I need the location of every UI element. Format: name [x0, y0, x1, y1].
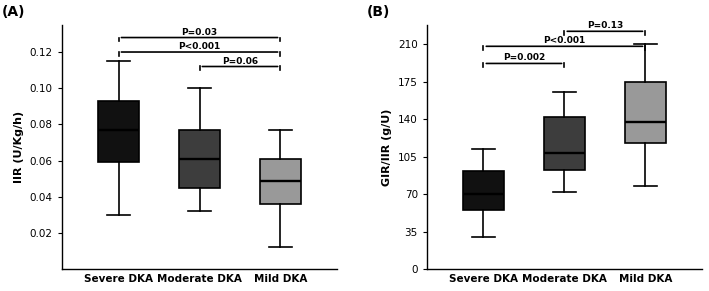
Y-axis label: IIR (U/Kg/h): IIR (U/Kg/h)	[14, 111, 24, 183]
FancyBboxPatch shape	[463, 171, 503, 210]
FancyBboxPatch shape	[179, 130, 220, 188]
Text: P<0.001: P<0.001	[543, 36, 586, 45]
Text: P=0.03: P=0.03	[182, 28, 218, 37]
FancyBboxPatch shape	[260, 159, 301, 204]
Y-axis label: GIR/IIR (g/U): GIR/IIR (g/U)	[382, 108, 392, 186]
Text: (A): (A)	[1, 5, 25, 19]
Text: P=0.002: P=0.002	[503, 54, 545, 63]
FancyBboxPatch shape	[99, 101, 139, 162]
Text: (B): (B)	[367, 5, 390, 19]
Text: P<0.001: P<0.001	[179, 42, 220, 51]
FancyBboxPatch shape	[625, 82, 666, 143]
Text: P=0.06: P=0.06	[222, 56, 258, 65]
FancyBboxPatch shape	[545, 117, 585, 170]
Text: P=0.13: P=0.13	[587, 21, 623, 30]
